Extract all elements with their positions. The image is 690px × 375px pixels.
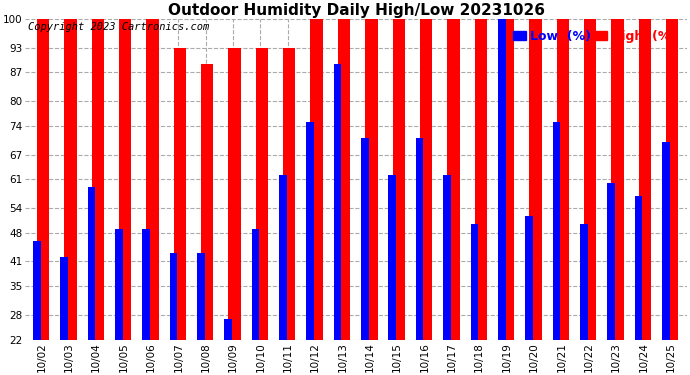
Bar [666, 19, 678, 375]
Bar [420, 19, 432, 375]
Bar [60, 257, 68, 375]
Bar [119, 19, 131, 375]
Bar [635, 196, 642, 375]
Bar [525, 216, 533, 375]
Bar [33, 241, 41, 375]
Bar [529, 19, 542, 375]
Bar [365, 19, 377, 375]
Bar [279, 175, 287, 375]
Bar [64, 19, 77, 375]
Bar [174, 48, 186, 375]
Bar [88, 188, 95, 375]
Bar [252, 229, 259, 375]
Bar [471, 225, 478, 375]
Bar [557, 19, 569, 375]
Text: Copyright 2023 Cartronics.com: Copyright 2023 Cartronics.com [28, 22, 210, 32]
Bar [580, 225, 588, 375]
Bar [256, 48, 268, 375]
Bar [283, 48, 295, 375]
Bar [92, 19, 104, 375]
Bar [197, 253, 205, 375]
Bar [447, 19, 460, 375]
Bar [37, 19, 49, 375]
Title: Outdoor Humidity Daily High/Low 20231026: Outdoor Humidity Daily High/Low 20231026 [168, 3, 544, 18]
Bar [201, 64, 213, 375]
Bar [115, 229, 123, 375]
Bar [639, 19, 651, 375]
Bar [361, 138, 368, 375]
Bar [338, 19, 350, 375]
Bar [393, 19, 405, 375]
Bar [306, 122, 314, 375]
Bar [475, 19, 487, 375]
Legend: Low  (%), High  (%): Low (%), High (%) [509, 25, 681, 48]
Bar [142, 229, 150, 375]
Bar [553, 122, 560, 375]
Bar [443, 175, 451, 375]
Bar [502, 19, 514, 375]
Bar [611, 19, 624, 375]
Bar [584, 19, 596, 375]
Bar [388, 175, 396, 375]
Bar [146, 19, 159, 375]
Bar [498, 19, 506, 375]
Bar [334, 64, 342, 375]
Bar [607, 183, 615, 375]
Bar [228, 48, 241, 375]
Bar [170, 253, 177, 375]
Bar [224, 319, 232, 375]
Bar [416, 138, 424, 375]
Bar [662, 142, 670, 375]
Bar [310, 19, 323, 375]
